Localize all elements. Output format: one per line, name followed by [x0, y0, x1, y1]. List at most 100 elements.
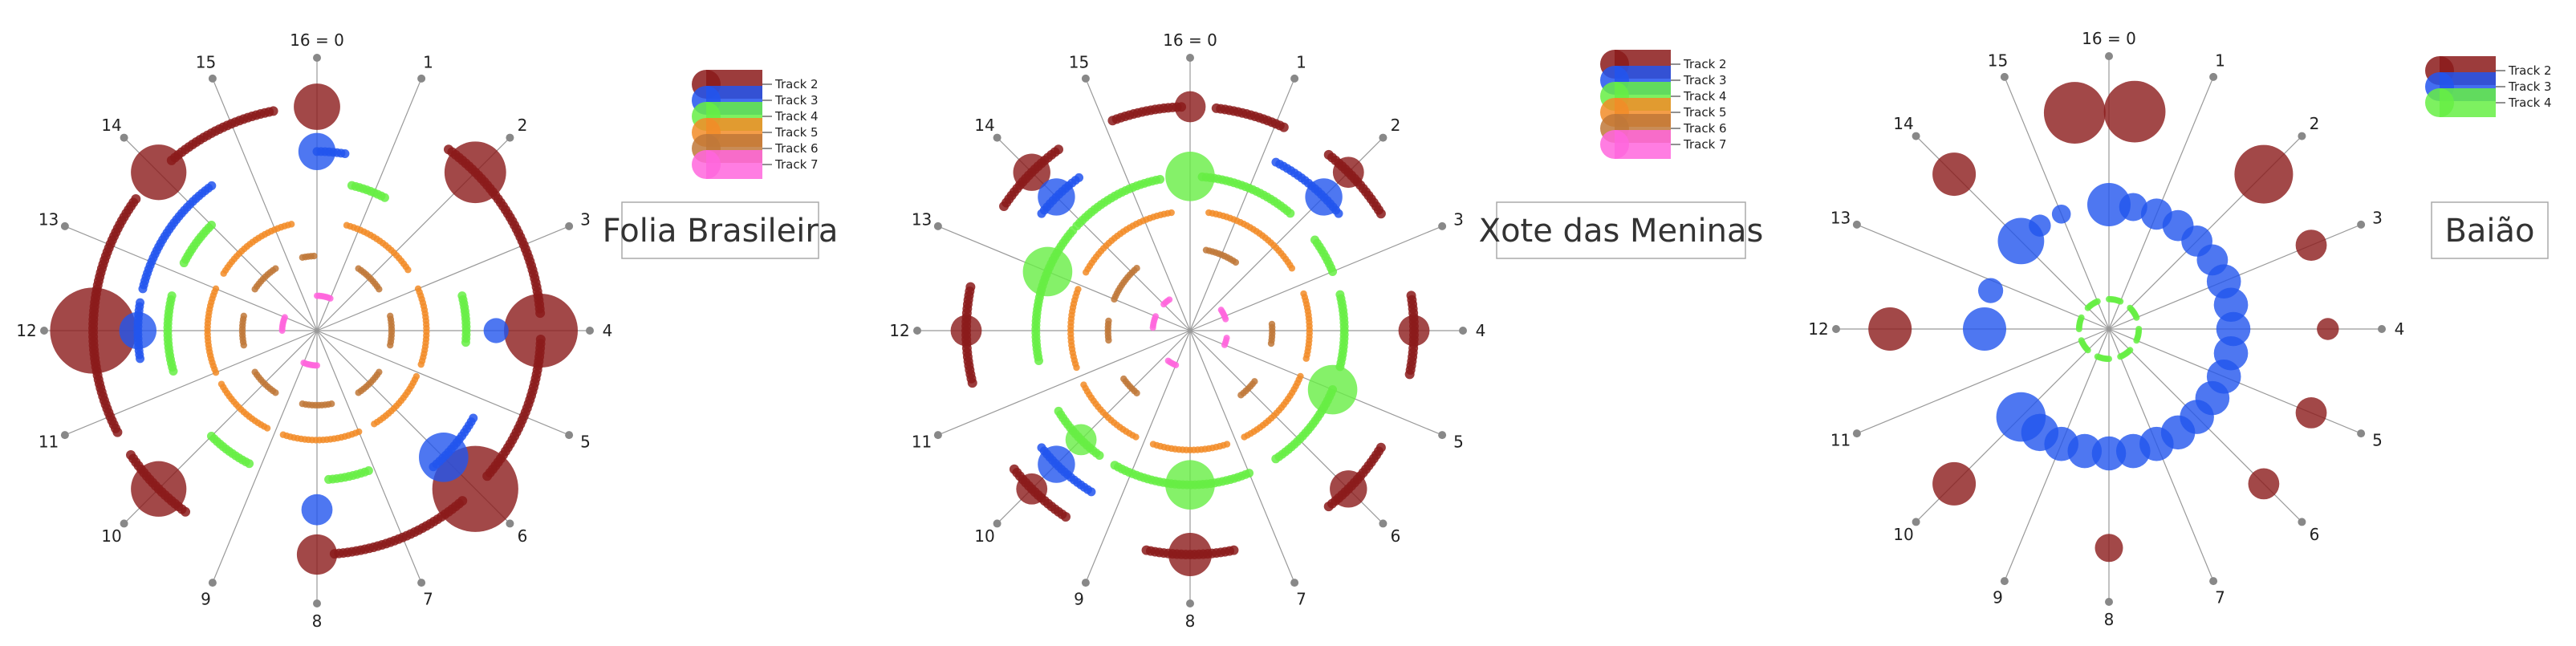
- spoke-end-dot-4: [1459, 327, 1467, 335]
- spoke-label-1: 1: [423, 53, 433, 72]
- spoke-label-6: 6: [1391, 526, 1401, 546]
- note-emphasis: [1165, 152, 1215, 201]
- spoke-end-dot-11: [933, 431, 942, 440]
- spoke-label-1: 1: [1296, 53, 1306, 72]
- spoke-9: [1085, 330, 1191, 583]
- note-dot: [1166, 296, 1173, 303]
- legend-label: Track 2: [1683, 57, 1727, 71]
- note-dot: [1133, 265, 1140, 272]
- note-dot: [1404, 369, 1415, 380]
- note-dot: [1237, 392, 1245, 399]
- note-emphasis: [1022, 246, 1073, 297]
- note-emphasis: [1868, 307, 1912, 351]
- note-emphasis: [2119, 193, 2147, 221]
- note-dot: [1141, 545, 1152, 555]
- spoke-label-13: 13: [912, 209, 932, 229]
- note-emphasis: [1065, 424, 1097, 456]
- spoke-end-dot-1: [2209, 72, 2218, 81]
- title-frame: [621, 201, 819, 259]
- spoke-label-5: 5: [580, 433, 591, 452]
- chart-title: Baião: [2444, 213, 2534, 250]
- spoke-label-5: 5: [1453, 433, 1464, 452]
- note-emphasis: [2295, 230, 2327, 262]
- spoke-label-6: 6: [518, 526, 528, 546]
- legend-swatch: [2440, 88, 2496, 117]
- spoke-end-dot-14: [1912, 132, 1920, 140]
- spoke-end-dot-9: [1081, 579, 1090, 587]
- note-emphasis: [2043, 82, 2106, 144]
- note-dot: [1286, 209, 1295, 218]
- spoke-end-dot-7: [2209, 577, 2218, 586]
- spoke-end-dot-12: [40, 327, 48, 335]
- spoke-end-dot-8: [2105, 598, 2113, 606]
- note-dot: [340, 149, 350, 159]
- note-emphasis: [1932, 461, 1977, 506]
- spoke-label-9: 9: [201, 589, 211, 608]
- spoke-label-2: 2: [1391, 116, 1401, 135]
- spoke-end-dot-3: [2357, 220, 2366, 229]
- legend-label: Track 7: [1683, 137, 1727, 152]
- spoke-label-14: 14: [974, 116, 994, 135]
- spoke-end-dot-5: [2357, 429, 2366, 438]
- note-dot: [268, 106, 278, 116]
- note-emphasis: [2248, 468, 2280, 500]
- note-emphasis: [1038, 178, 1075, 216]
- spoke-1: [316, 78, 422, 331]
- note-emphasis: [1996, 392, 2046, 442]
- spoke-end-dot-1: [417, 74, 426, 83]
- note-dot: [212, 285, 220, 293]
- note-dot: [1075, 173, 1084, 182]
- note-emphasis: [1332, 156, 1364, 189]
- note-dot: [1054, 406, 1063, 416]
- note-dot: [1334, 209, 1343, 218]
- spoke-15: [1085, 78, 1191, 331]
- note-emphasis: [1165, 460, 1215, 510]
- note-emphasis: [2095, 534, 2123, 563]
- spoke-3: [1189, 225, 1443, 331]
- note-emphasis: [2317, 318, 2339, 340]
- note-emphasis: [2234, 144, 2294, 204]
- note-emphasis: [1013, 153, 1050, 191]
- spoke-label-2: 2: [2310, 114, 2320, 133]
- note-dot: [272, 265, 279, 272]
- note-dot: [327, 295, 334, 302]
- spoke-11: [937, 330, 1191, 436]
- spoke-end-dot-11: [60, 431, 69, 440]
- spoke-label-5: 5: [2372, 431, 2383, 450]
- spoke-end-dot-13: [60, 221, 69, 230]
- note-dot: [251, 368, 258, 376]
- note-emphasis: [504, 294, 578, 368]
- spoke-end-dot-4: [586, 327, 594, 335]
- legend-label: Track 2: [2508, 63, 2552, 78]
- note-dot: [1375, 209, 1386, 219]
- spoke-label-11: 11: [1830, 431, 1851, 450]
- spoke-end-dot-13: [1852, 220, 1861, 229]
- spoke-label-3: 3: [1453, 209, 1464, 229]
- title-frame: [2431, 201, 2549, 259]
- spoke-label-8: 8: [1185, 611, 1196, 631]
- note-dot: [380, 193, 389, 202]
- spoke-label-4: 4: [1476, 321, 1486, 340]
- note-emphasis: [50, 287, 136, 374]
- note-emphasis: [444, 141, 506, 204]
- spoke-label-13: 13: [1830, 208, 1851, 227]
- spoke-label-7: 7: [423, 589, 433, 608]
- spoke-label-1: 1: [2215, 51, 2225, 71]
- note-dot: [1328, 266, 1338, 276]
- note-emphasis: [2087, 183, 2131, 226]
- note-dot: [1267, 339, 1275, 347]
- note-dot: [1075, 286, 1082, 293]
- spoke-label-12: 12: [16, 321, 36, 340]
- legend-swatch: [1615, 130, 1671, 159]
- spoke-end-dot-2: [506, 133, 514, 142]
- legend-label: Track 5: [1683, 105, 1727, 120]
- spoke-15: [2004, 76, 2110, 330]
- note-dot: [404, 266, 412, 274]
- note-emphasis: [1307, 364, 1358, 415]
- note-emphasis: [483, 318, 509, 343]
- note-dot: [417, 360, 425, 368]
- spoke-end-dot-10: [1912, 518, 1920, 526]
